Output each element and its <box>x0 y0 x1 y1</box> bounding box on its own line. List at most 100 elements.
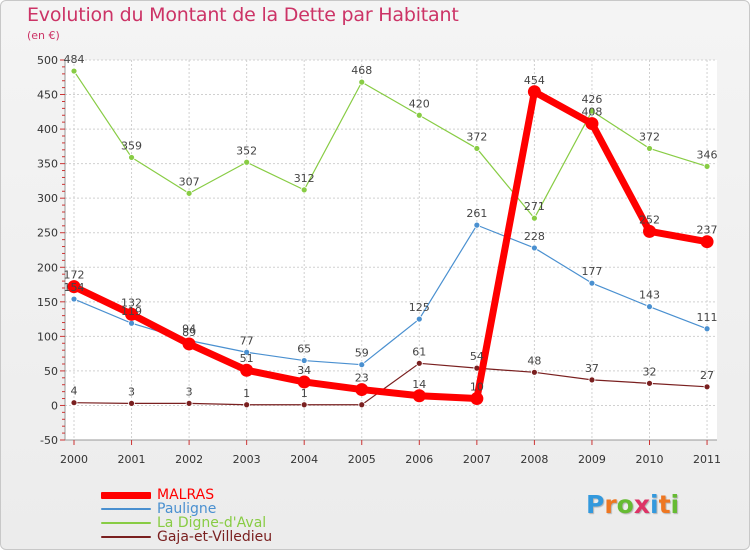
data-point <box>527 85 541 99</box>
logo-letter: i <box>650 490 659 519</box>
legend-label: La Digne-d'Aval <box>157 515 267 531</box>
logo-letter: t <box>658 490 671 519</box>
data-label: 14 <box>412 378 426 391</box>
y-tick-label: 200 <box>37 261 58 274</box>
data-point <box>646 145 653 152</box>
legend-label: MALRAS <box>157 487 215 503</box>
data-label: 468 <box>351 64 372 77</box>
data-point <box>243 158 251 166</box>
series-line <box>73 362 708 406</box>
data-label: 94 <box>182 323 196 336</box>
data-point <box>300 186 308 194</box>
data-point <box>355 383 369 397</box>
legend-label: Pauligne <box>157 501 217 517</box>
data-label: 154 <box>64 281 85 294</box>
x-tick-label: 2006 <box>405 453 433 466</box>
data-point <box>415 111 423 119</box>
y-tick-label: 50 <box>44 365 58 378</box>
chart-title: Evolution du Montant de la Dette par Hab… <box>27 4 459 26</box>
logo-letter: i <box>670 490 680 519</box>
data-point <box>531 368 538 376</box>
y-tick-label: 250 <box>37 227 58 240</box>
data-label: 119 <box>121 305 142 318</box>
x-tick-label: 2002 <box>175 453 203 466</box>
data-label: 1 <box>243 387 250 400</box>
series-line <box>70 88 711 403</box>
data-point <box>128 154 135 161</box>
data-label: 51 <box>240 352 254 365</box>
data-label: 125 <box>409 301 430 314</box>
data-point <box>703 383 711 391</box>
y-tick-label: 350 <box>37 158 58 171</box>
data-point <box>300 357 308 364</box>
data-point <box>67 280 81 294</box>
data-point <box>243 348 251 356</box>
data-label: 132 <box>121 296 142 309</box>
data-point <box>415 315 423 323</box>
data-label: 34 <box>297 364 311 377</box>
data-point <box>70 295 78 303</box>
data-label: 65 <box>297 343 311 356</box>
data-label: 408 <box>581 106 602 119</box>
legend-swatch <box>101 522 151 524</box>
data-label: 143 <box>639 289 660 302</box>
data-label: 89 <box>182 326 196 339</box>
legend-swatch <box>101 508 151 510</box>
data-label: 261 <box>466 207 487 220</box>
data-point <box>588 107 596 115</box>
data-point <box>185 399 193 407</box>
data-label: 307 <box>179 175 200 188</box>
data-label: 228 <box>524 230 545 243</box>
data-point <box>70 67 78 75</box>
data-label: 352 <box>236 144 257 157</box>
data-point <box>470 392 484 406</box>
data-label: 61 <box>412 345 426 358</box>
data-label: 23 <box>355 372 369 385</box>
data-label: 372 <box>466 130 487 143</box>
data-label: 4 <box>71 385 78 398</box>
data-label: 484 <box>64 53 85 66</box>
data-label: 359 <box>121 139 142 152</box>
x-tick-label: 2005 <box>348 453 376 466</box>
data-point <box>646 379 653 387</box>
data-point <box>70 399 78 407</box>
data-point <box>243 401 251 409</box>
x-tick-label: 2009 <box>578 453 606 466</box>
legend-label: Gaja-et-Villedieu <box>157 529 273 545</box>
data-label: 48 <box>527 354 541 367</box>
plot-area <box>65 60 717 440</box>
x-tick-label: 2010 <box>636 453 664 466</box>
x-tick-label: 2007 <box>463 453 491 466</box>
data-label: 27 <box>700 369 714 382</box>
data-label: 3 <box>128 385 135 398</box>
x-tick-label: 2011 <box>693 453 721 466</box>
data-point <box>473 145 481 152</box>
data-label: 237 <box>697 224 718 237</box>
data-label: 10 <box>470 381 484 394</box>
data-label: 312 <box>294 172 315 185</box>
data-point <box>703 325 711 333</box>
y-tick-label: 100 <box>37 330 58 343</box>
data-label: 37 <box>585 362 599 375</box>
y-tick-label: -50 <box>40 434 58 447</box>
x-tick-label: 2008 <box>520 453 548 466</box>
data-point <box>185 189 193 197</box>
data-point <box>588 376 596 384</box>
logo-letter: x <box>633 490 650 519</box>
data-label: 454 <box>524 74 545 87</box>
data-point <box>700 235 714 249</box>
data-point <box>240 363 254 377</box>
data-label: 77 <box>240 334 254 347</box>
data-point <box>473 221 481 229</box>
proxiti-logo: Proxiti <box>586 490 679 519</box>
data-point <box>125 307 139 321</box>
logo-letter: P <box>586 490 605 519</box>
y-tick-label: 450 <box>37 89 58 102</box>
data-label: 59 <box>355 347 369 360</box>
data-point <box>300 401 308 409</box>
data-label: 177 <box>581 265 602 278</box>
data-point <box>128 399 135 407</box>
x-tick-label: 2000 <box>60 453 88 466</box>
